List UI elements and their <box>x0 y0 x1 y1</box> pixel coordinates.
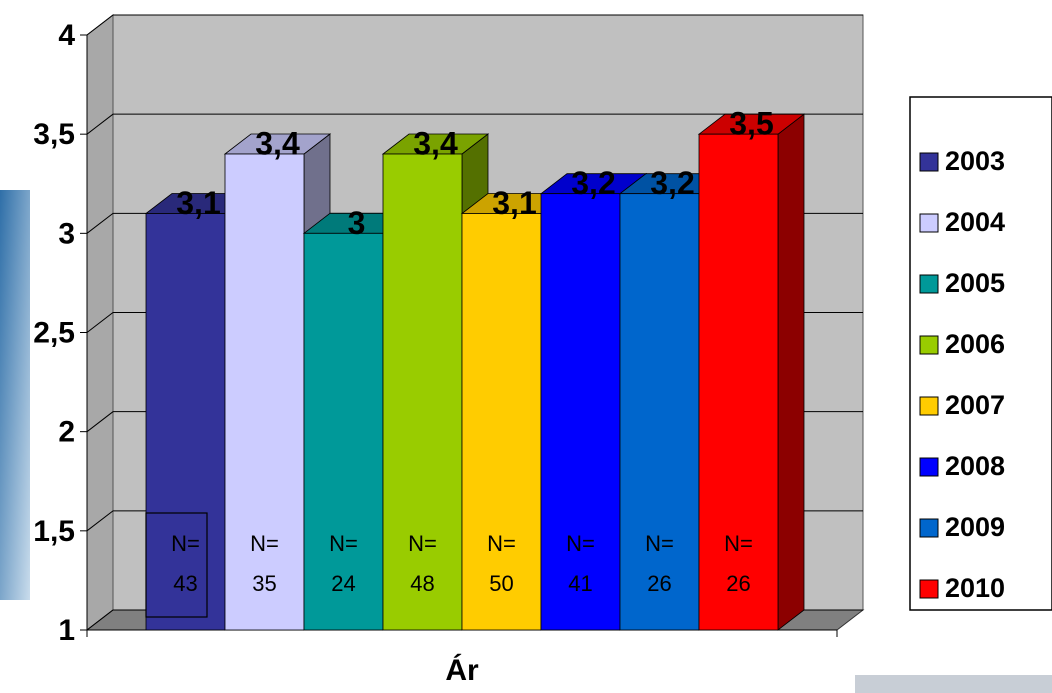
bar-side <box>777 113 805 631</box>
legend-label: 2009 <box>945 512 1005 542</box>
n-value: 35 <box>252 571 276 596</box>
n-value: 41 <box>568 571 592 596</box>
value-label: 3 <box>348 205 366 241</box>
n-label: N= <box>408 531 437 556</box>
plot-area <box>80 13 865 637</box>
bar <box>698 133 779 631</box>
legend-swatch <box>919 274 939 294</box>
x-axis-title: Ár <box>445 653 479 687</box>
value-label: 3,5 <box>729 106 773 142</box>
legend-swatch <box>919 335 939 355</box>
legend-swatch <box>919 579 939 599</box>
n-value: 48 <box>410 571 434 596</box>
legend-label: 2010 <box>945 573 1005 603</box>
bar <box>619 193 700 631</box>
legend-label: 2003 <box>945 146 1005 176</box>
y-tick-label: 3 <box>58 217 75 250</box>
n-value: 26 <box>726 571 750 596</box>
n-label: N= <box>250 531 279 556</box>
legend-swatch <box>919 152 939 172</box>
n-box <box>145 512 208 618</box>
grid-line <box>86 14 863 36</box>
legend-label: 2007 <box>945 390 1005 420</box>
y-tick-label: 2,5 <box>33 316 75 349</box>
legend-swatch <box>919 457 939 477</box>
n-value: 26 <box>647 571 671 596</box>
n-value: 50 <box>489 571 513 596</box>
n-value: 24 <box>331 571 355 596</box>
y-tick-label: 3,5 <box>33 118 75 151</box>
legend-swatch <box>919 518 939 538</box>
legend-swatch <box>919 396 939 416</box>
legend-label: 2004 <box>945 207 1005 237</box>
value-label: 3,2 <box>571 165 615 201</box>
bar <box>382 153 463 631</box>
background-decoration <box>855 675 1052 693</box>
bar <box>303 232 384 631</box>
bar <box>461 213 542 631</box>
bar <box>224 153 305 631</box>
n-label: N= <box>645 531 674 556</box>
y-tick-label: 1 <box>58 614 75 647</box>
value-label: 3,1 <box>492 185 536 221</box>
bar <box>145 213 226 631</box>
grid-line <box>86 113 863 135</box>
n-label: N= <box>171 531 200 556</box>
n-label: N= <box>329 531 358 556</box>
n-value: 43 <box>173 571 197 596</box>
value-label: 3,2 <box>650 165 694 201</box>
background-decoration <box>0 190 30 600</box>
n-label: N= <box>724 531 753 556</box>
n-label: N= <box>487 531 516 556</box>
bar <box>540 193 621 631</box>
value-label: 3,4 <box>255 125 300 161</box>
y-tick-label: 4 <box>58 19 75 52</box>
y-tick-label: 1,5 <box>33 515 75 548</box>
value-label: 3,4 <box>413 125 458 161</box>
legend-swatch <box>919 213 939 233</box>
legend-label: 2006 <box>945 329 1005 359</box>
legend-label: 2005 <box>945 268 1005 298</box>
n-label: N= <box>566 531 595 556</box>
value-label: 3,1 <box>176 185 220 221</box>
legend-label: 2008 <box>945 451 1005 481</box>
y-tick-label: 2 <box>58 416 75 449</box>
